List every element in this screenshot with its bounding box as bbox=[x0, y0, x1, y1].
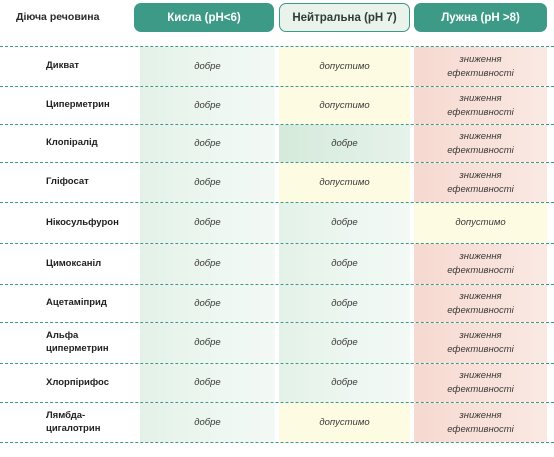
acid-column-header: Кисла (pH<6) bbox=[134, 3, 274, 32]
alkaline-cell: зниження ефективності bbox=[414, 285, 547, 322]
neutral-cell: добре bbox=[279, 125, 410, 162]
table-header: Діюча речовина Кисла (pH<6) Нейтральна (… bbox=[0, 3, 554, 32]
acid-cell: добре bbox=[140, 125, 275, 162]
acid-cell: добре bbox=[140, 323, 275, 363]
acid-cell: добре bbox=[140, 203, 275, 243]
alkaline-cell: зниження ефективності bbox=[414, 47, 547, 86]
alkaline-cell: зниження ефективності bbox=[414, 403, 547, 442]
acid-cell: добре bbox=[140, 244, 275, 284]
alkaline-cell: зниження ефективності bbox=[414, 87, 547, 124]
alkaline-cell: зниження ефективності bbox=[414, 125, 547, 162]
compatibility-table: Дикват добре допустимо зниження ефективн… bbox=[0, 46, 554, 443]
alkaline-cell: зниження ефективності bbox=[414, 163, 547, 202]
substance-name: Дикват bbox=[46, 60, 80, 72]
alkaline-cell: допустимо bbox=[414, 203, 547, 243]
table-row: Гліфосат добре допустимо зниження ефекти… bbox=[0, 162, 554, 202]
neutral-cell: допустимо bbox=[279, 403, 410, 442]
table-row: Дикват добре допустимо зниження ефективн… bbox=[0, 46, 554, 86]
acid-cell: добре bbox=[140, 87, 275, 124]
alkaline-cell: зниження ефективності bbox=[414, 244, 547, 284]
table-row: Ацетаміприд добре добре зниження ефектив… bbox=[0, 284, 554, 322]
table-row: Цимоксаніл добре добре зниження ефективн… bbox=[0, 243, 554, 284]
substance-column-header: Діюча речовина bbox=[16, 11, 100, 23]
substance-name: Гліфосат bbox=[46, 176, 89, 188]
alkaline-cell: зниження ефективності bbox=[414, 323, 547, 363]
substance-name: Альфа циперметрин bbox=[46, 330, 109, 354]
neutral-column-header: Нейтральна (pH 7) bbox=[279, 3, 410, 32]
alkaline-column-header: Лужна (pH >8) bbox=[414, 3, 547, 32]
acid-cell: добре bbox=[140, 47, 275, 86]
table-row: Альфа циперметрин добре добре зниження е… bbox=[0, 322, 554, 363]
neutral-cell: добре bbox=[279, 285, 410, 322]
substance-name: Циперметрин bbox=[46, 99, 110, 111]
table-row: Хлорпірифос добре добре зниження ефектив… bbox=[0, 363, 554, 402]
table-row: Циперметрин добре допустимо зниження ефе… bbox=[0, 86, 554, 124]
acid-cell: добре bbox=[140, 285, 275, 322]
table-row: Клопіралід добре добре зниження ефективн… bbox=[0, 124, 554, 162]
substance-name: Хлорпірифос bbox=[46, 376, 110, 388]
neutral-cell: допустимо bbox=[279, 163, 410, 202]
acid-cell: добре bbox=[140, 364, 275, 402]
acid-cell: добре bbox=[140, 163, 275, 202]
substance-name: Клопіралід bbox=[46, 137, 98, 149]
neutral-cell: добре bbox=[279, 364, 410, 402]
table-row: Лямбда- цигалотрин добре допустимо зниже… bbox=[0, 402, 554, 443]
substance-name: Лямбда- цигалотрин bbox=[46, 409, 101, 434]
alkaline-cell: зниження ефективності bbox=[414, 364, 547, 402]
neutral-cell: допустимо bbox=[279, 87, 410, 124]
acid-cell: добре bbox=[140, 403, 275, 442]
neutral-cell: добре bbox=[279, 323, 410, 363]
neutral-cell: допустимо bbox=[279, 47, 410, 86]
table-row: Нікосульфурон добре добре допустимо bbox=[0, 202, 554, 243]
neutral-cell: добре bbox=[279, 244, 410, 284]
substance-name: Цимоксаніл bbox=[46, 257, 102, 269]
substance-name: Нікосульфурон bbox=[46, 216, 119, 228]
substance-name: Ацетаміприд bbox=[46, 297, 107, 309]
neutral-cell: добре bbox=[279, 203, 410, 243]
